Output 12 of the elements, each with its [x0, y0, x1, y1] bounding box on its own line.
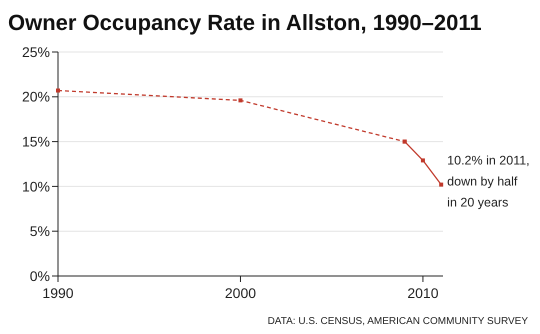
y-tick-label: 10%: [22, 178, 50, 194]
chart-title: Owner Occupancy Rate in Allston, 1990–2011: [8, 10, 482, 35]
x-tick-label: 1990: [42, 285, 74, 301]
y-tick-label: 15%: [22, 134, 50, 150]
y-tick-label: 0%: [30, 268, 50, 284]
text: DATA: U.S. CENSUS, AMERICAN COMMUNITY SURVEY: [268, 316, 528, 327]
y-tick-label: 20%: [22, 88, 50, 105]
x-tick-label: 2000: [224, 285, 256, 301]
y-tick-label: 25%: [22, 44, 50, 60]
annotation: 10.2% in 2011, down by half in 20 years: [447, 154, 530, 210]
y-tick-label: 5%: [30, 223, 50, 240]
x-tick-label: 2010: [407, 285, 439, 301]
